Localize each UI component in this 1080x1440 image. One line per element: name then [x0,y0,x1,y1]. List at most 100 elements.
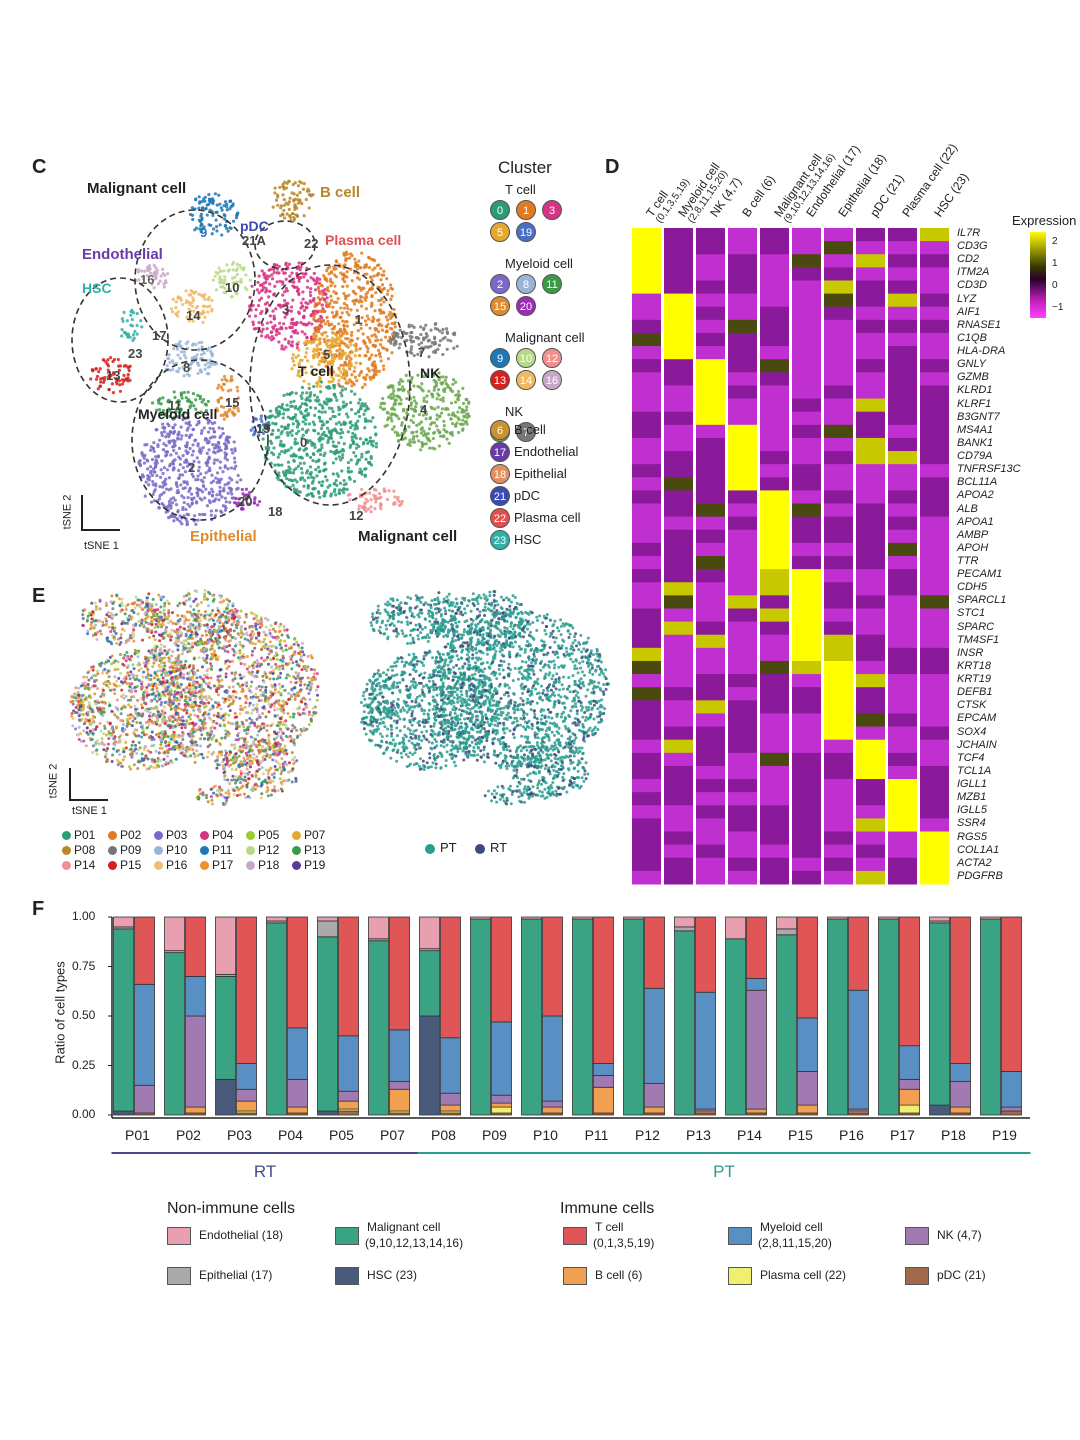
tsne-c-point [148,267,152,271]
tsne-c-point [236,473,240,478]
tsne-c-point [369,456,373,460]
tsne-c-point [326,386,330,390]
tsne-c-point [399,437,404,442]
tsne-c-point [349,389,354,393]
heatmap-cell [792,713,821,728]
tsne-c-point [331,379,335,383]
tsne-c-point [269,320,273,324]
tsne-c-point [318,448,323,452]
tsne-c-point [225,446,229,451]
tsne-c-point [185,522,189,526]
heatmap-cell [792,464,821,478]
tsne-c-point [195,423,199,427]
tsne-e-patient-point [277,682,281,686]
tsne-c-point [170,445,175,449]
heatmap-cell [856,516,885,531]
tsne-e-patient-point [293,695,297,699]
tsne-c-point [303,402,308,406]
tsne-c-point [322,491,327,495]
heatmap-cell [696,319,725,334]
tsne-c-point [209,223,213,227]
tsne-c-point [213,435,217,439]
tsne-c-point [322,309,326,313]
tsne-c-point [217,383,221,387]
tsne-c-point [329,270,333,274]
tsne-c-point [187,435,192,440]
tsne-c-point [167,476,171,480]
tsne-c-point [317,342,321,346]
tsne-c-point [449,388,453,392]
heatmap-cell [632,765,661,780]
tsne-c-point [300,358,304,362]
tsne-c-point [168,368,172,372]
tsne-c-point [170,513,174,517]
tsne-c-point [228,207,232,211]
tsne-c-point [312,332,316,336]
tsne-e-patient-point [284,726,288,730]
tsne-c-point [345,357,349,361]
tsne-e-patient-point [176,705,180,709]
tsne-c-point [321,480,325,484]
tsne-c-point [418,385,422,389]
tsne-c-point [183,460,187,464]
tsne-c-point [414,405,418,409]
tsne-e-patient-point [278,629,282,633]
tsne-c-point [462,414,466,418]
tsne-c-point [309,313,314,317]
tsne-c-point [149,469,153,473]
tsne-c-point [185,399,190,403]
panel-letter-d: D [605,156,620,178]
tsne-c-point [166,357,171,361]
tsne-c-point [191,298,196,302]
tsne-c-point [325,420,329,424]
tsne-c-point [344,482,348,486]
heatmap-cell [920,254,949,268]
tsne-c-point [226,439,230,443]
tsne-e-patient-point [264,688,268,692]
tsne-e-patient-point [286,727,290,731]
tsne-c-point [226,229,230,233]
tsne-c-point [272,317,276,321]
tsne-c-point [294,391,298,395]
tsne-c-point [434,381,439,385]
tsne-e-patient-point [183,663,187,667]
heatmap-cell [888,779,917,793]
tsne-c-point [197,218,201,222]
tsne-c-point [296,420,300,424]
heatmap-cell [920,647,949,662]
tsne-c-point [232,496,237,500]
tsne-c-point [227,486,231,490]
tsne-c-point [223,451,227,455]
tsne-e-patient-point [176,633,180,637]
tsne-c-point [335,349,339,353]
tsne-c-point [385,423,389,427]
tsne-e-patient-point [279,691,283,695]
tsne-c-point [443,378,447,383]
tsne-c-point [195,353,199,357]
tsne-c-point [362,412,366,416]
tsne-c-point [412,395,416,399]
heatmap-cell [632,542,661,557]
tsne-c-point [349,357,353,361]
heatmap-cell [920,805,949,819]
tsne-e-patient-point [253,616,257,620]
gene-label: BCL11A [957,476,998,489]
tsne-e-patient-point [221,760,225,764]
tsne-c-point [337,412,341,416]
tsne-e-patient-point [255,725,259,729]
tsne-c-point [368,439,372,443]
tsne-c-point [381,364,386,368]
tsne-c-point [318,323,322,327]
tsne-c-point [296,198,300,202]
tsne-c-point [285,449,289,453]
tsne-c-point [345,344,349,348]
tsne-e-patient-point [171,669,175,673]
tsne-c-point [346,469,350,474]
tsne-c-point [327,397,331,401]
tsne-c-point [318,469,322,473]
tsne-e-patient-point [178,675,182,679]
tsne-e-patient-point [221,697,225,701]
heatmap-cell [664,280,693,295]
tsne-c-point [438,329,442,333]
tsne-c-point [380,273,384,277]
